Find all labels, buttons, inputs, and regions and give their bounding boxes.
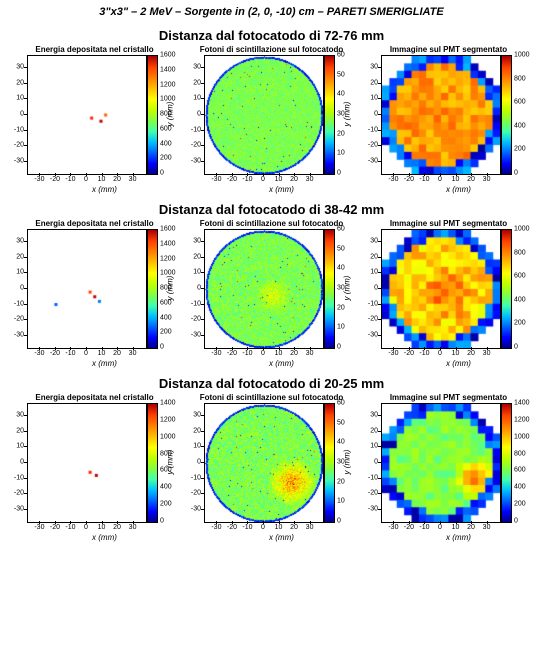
x-axis-label: x (mm) bbox=[46, 533, 164, 542]
colorbar-labels: 02004006008001000 bbox=[514, 229, 536, 347]
panel-scint: Fotoni di scintillazione sul fotocatodo y… bbox=[184, 45, 359, 194]
plot-canvas bbox=[27, 55, 147, 175]
colorbar bbox=[147, 55, 158, 175]
colorbar bbox=[147, 403, 158, 523]
panel-pmt: Immagine sul PMT segmentatoy (mm)-30-30-… bbox=[361, 393, 536, 542]
section-title: Distanza dal fotocatodo di 20-25 mm bbox=[4, 376, 539, 391]
x-axis-label: x (mm) bbox=[400, 185, 518, 194]
plot-canvas bbox=[204, 229, 324, 349]
plot-area: -30-30-20-20-10-1000101020203030 bbox=[204, 55, 322, 173]
plot-canvas bbox=[27, 403, 147, 523]
x-axis-label: x (mm) bbox=[400, 533, 518, 542]
plot-canvas bbox=[204, 403, 324, 523]
x-axis-label: x (mm) bbox=[46, 185, 164, 194]
panel-sparse: Energia depositata nel cristallo y (mm) -3… bbox=[7, 393, 182, 542]
plot-area: -30-30-20-20-10-1000101020203030 bbox=[27, 229, 145, 347]
y-axis-label: y (mm) bbox=[166, 102, 175, 127]
plot-area: -30-30-20-20-10-1000101020203030 bbox=[381, 403, 499, 521]
plot-area: -30-30-20-20-10-1000101020203030 bbox=[27, 403, 145, 521]
panel-title: Fotoni di scintillazione sul fotocatodo bbox=[186, 393, 357, 402]
colorbar bbox=[324, 229, 335, 349]
panel-title: Immagine sul PMT segmentato bbox=[363, 219, 534, 228]
x-axis-label: x (mm) bbox=[223, 185, 341, 194]
section-2: Distanza dal fotocatodo di 20-25 mm Energ… bbox=[4, 376, 539, 542]
panel-title: Energia depositata nel cristallo bbox=[9, 393, 180, 402]
plot-area: -30-30-20-20-10-1000101020203030 bbox=[381, 55, 499, 173]
y-axis-label: y (mm) bbox=[343, 276, 352, 301]
section-0: Distanza dal fotocatodo di 72-76 mm Energ… bbox=[4, 28, 539, 194]
x-axis-label: x (mm) bbox=[46, 359, 164, 368]
panel-pmt: Immagine sul PMT segmentatoy (mm)-30-30-… bbox=[361, 219, 536, 368]
plot-canvas bbox=[381, 229, 501, 349]
y-axis-label: y (mm) bbox=[343, 450, 352, 475]
panel-sparse: Energia depositata nel cristallo y (mm) -3… bbox=[7, 219, 182, 368]
panel-pmt: Immagine sul PMT segmentatoy (mm)-30-30-… bbox=[361, 45, 536, 194]
plot-canvas bbox=[381, 403, 501, 523]
colorbar bbox=[147, 229, 158, 349]
plot-area: -30-30-20-20-10-1000101020203030 bbox=[204, 229, 322, 347]
panel-title: Fotoni di scintillazione sul fotocatodo bbox=[186, 219, 357, 228]
panel-title: Fotoni di scintillazione sul fotocatodo bbox=[186, 45, 357, 54]
panel-row: Energia depositata nel cristallo y (mm) -3… bbox=[4, 219, 539, 368]
colorbar bbox=[501, 229, 512, 349]
x-axis-label: x (mm) bbox=[223, 533, 341, 542]
panel-scint: Fotoni di scintillazione sul fotocatodo y… bbox=[184, 393, 359, 542]
panel-title: Energia depositata nel cristallo bbox=[9, 45, 180, 54]
colorbar bbox=[324, 55, 335, 175]
panel-scint: Fotoni di scintillazione sul fotocatodo y… bbox=[184, 219, 359, 368]
section-title: Distanza dal fotocatodo di 72-76 mm bbox=[4, 28, 539, 43]
colorbar bbox=[324, 403, 335, 523]
x-axis-label: x (mm) bbox=[400, 359, 518, 368]
y-axis-label: y (mm) bbox=[166, 276, 175, 301]
colorbar bbox=[501, 55, 512, 175]
panel-sparse: Energia depositata nel cristallo y (mm) -3… bbox=[7, 45, 182, 194]
x-axis-label: x (mm) bbox=[223, 359, 341, 368]
colorbar bbox=[501, 403, 512, 523]
panel-title: Immagine sul PMT segmentato bbox=[363, 393, 534, 402]
page-title: 3"x3" – 2 MeV – Sorgente in (2, 0, -10) … bbox=[4, 6, 539, 18]
section-1: Distanza dal fotocatodo di 38-42 mm Energ… bbox=[4, 202, 539, 368]
section-title: Distanza dal fotocatodo di 38-42 mm bbox=[4, 202, 539, 217]
y-axis-label: y (mm) bbox=[343, 102, 352, 127]
plot-canvas bbox=[381, 55, 501, 175]
colorbar-labels: 02004006008001000 bbox=[514, 55, 536, 173]
y-axis-label: y (mm) bbox=[166, 450, 175, 475]
figure-page: 3"x3" – 2 MeV – Sorgente in (2, 0, -10) … bbox=[0, 0, 543, 556]
panel-row: Energia depositata nel cristallo y (mm) -3… bbox=[4, 393, 539, 542]
panel-title: Energia depositata nel cristallo bbox=[9, 219, 180, 228]
panel-row: Energia depositata nel cristallo y (mm) -3… bbox=[4, 45, 539, 194]
colorbar-labels: 0200400600800100012001400 bbox=[514, 403, 536, 521]
plot-canvas bbox=[27, 229, 147, 349]
panel-title: Immagine sul PMT segmentato bbox=[363, 45, 534, 54]
plot-area: -30-30-20-20-10-1000101020203030 bbox=[381, 229, 499, 347]
plot-area: -30-30-20-20-10-1000101020203030 bbox=[204, 403, 322, 521]
plot-canvas bbox=[204, 55, 324, 175]
plot-area: -30-30-20-20-10-1000101020203030 bbox=[27, 55, 145, 173]
